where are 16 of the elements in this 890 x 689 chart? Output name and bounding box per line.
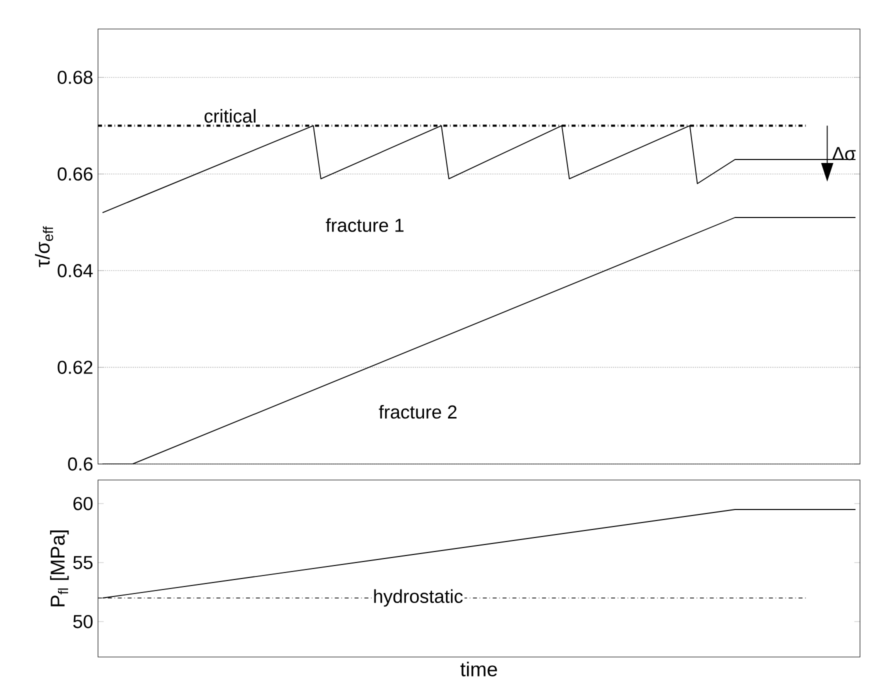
text: fracture 2 <box>378 404 457 419</box>
ref-line-label: critical <box>204 109 256 123</box>
y-tick-label: 60 <box>73 496 93 510</box>
y-tick-label: 0.62 <box>58 360 92 374</box>
line-series <box>102 125 856 214</box>
text: fracture 1 <box>326 218 404 232</box>
y-tick-label: 50 <box>73 614 93 628</box>
y-tick-label: 55 <box>73 556 93 570</box>
y-tick-label: 0.64 <box>58 264 93 278</box>
y-tick-label: 0.66 <box>58 167 92 181</box>
ref-line-label: hydrostatic <box>374 589 463 607</box>
x-axis-title: time <box>460 662 497 676</box>
y-axis-title: τ/σ$_{eff}$ <box>35 226 54 268</box>
y-axis-title: P$_{fl}$ [MPa] <box>50 530 69 606</box>
y-tick-label: 0.6 <box>68 457 92 471</box>
y-tick-label: 0.68 <box>58 70 92 84</box>
